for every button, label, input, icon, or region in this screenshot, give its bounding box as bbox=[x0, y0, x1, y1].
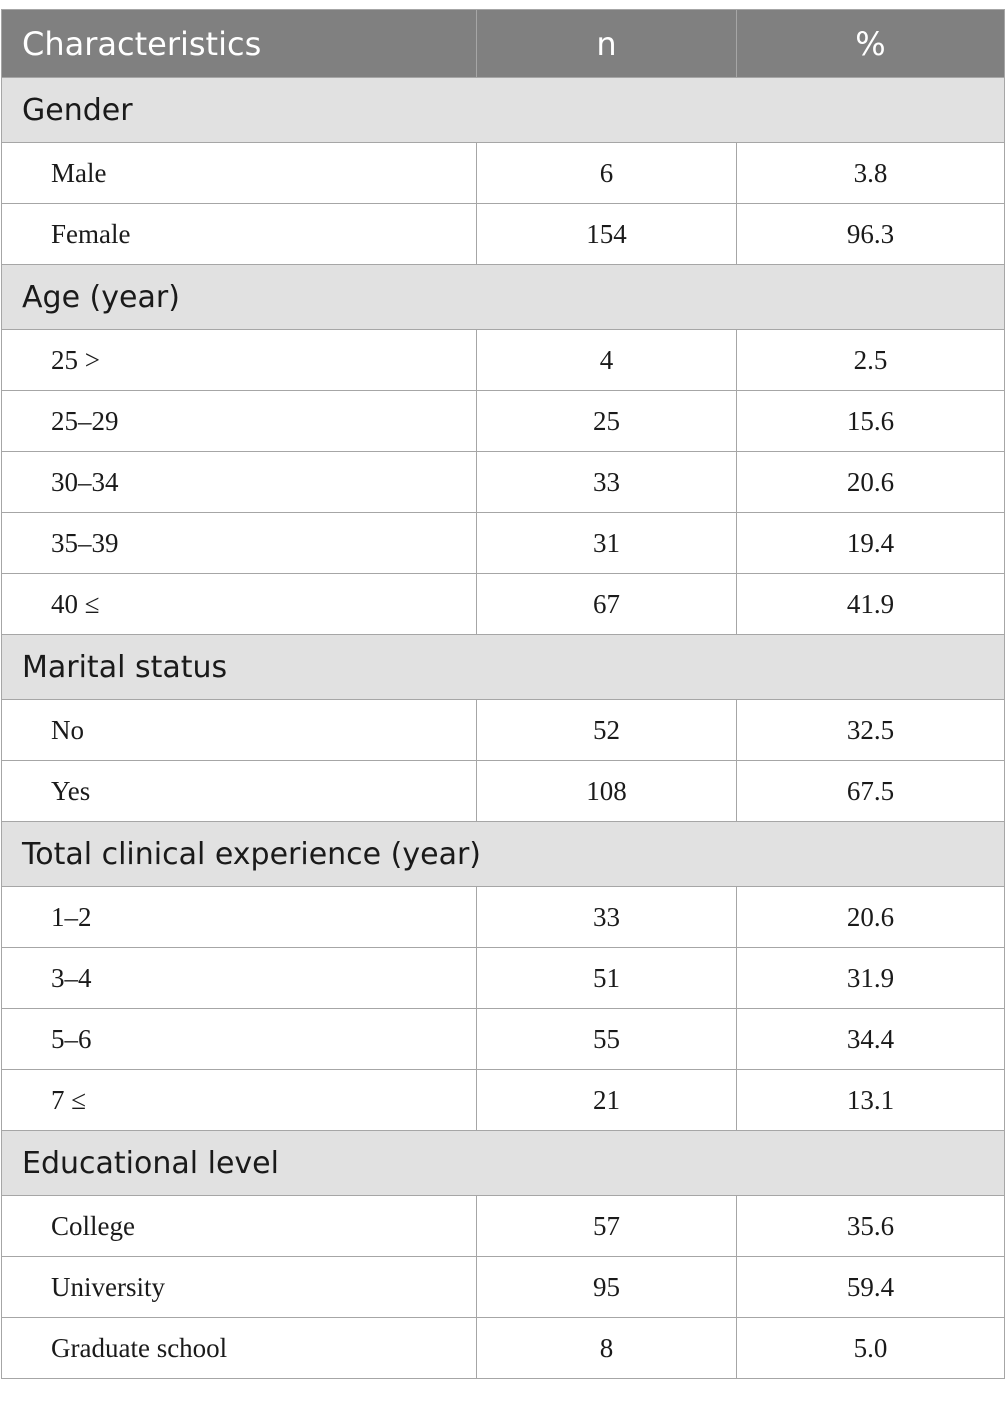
table-row: Female 154 96.3 bbox=[1, 203, 1005, 265]
row-n: 6 bbox=[476, 142, 737, 204]
row-n: 33 bbox=[476, 451, 737, 513]
row-label: 25 > bbox=[1, 329, 477, 391]
row-percent: 20.6 bbox=[736, 451, 1005, 513]
row-label: 7 ≤ bbox=[1, 1069, 477, 1131]
table-header-row: Characteristics n % bbox=[1, 9, 1005, 78]
section-row: Educational level bbox=[1, 1130, 1005, 1196]
section-row: Age (year) bbox=[1, 264, 1005, 330]
row-label: No bbox=[1, 699, 477, 761]
row-label: University bbox=[1, 1256, 477, 1318]
section-row: Marital status bbox=[1, 634, 1005, 700]
header-characteristics: Characteristics bbox=[1, 9, 477, 78]
row-label: 3–4 bbox=[1, 947, 477, 1009]
row-label: 35–39 bbox=[1, 512, 477, 574]
section-title: Gender bbox=[1, 77, 1005, 143]
row-n: 33 bbox=[476, 886, 737, 948]
table-row: 7 ≤21 13.1 bbox=[1, 1069, 1005, 1131]
row-label: Male bbox=[1, 142, 477, 204]
table-row: University 95 59.4 bbox=[1, 1256, 1005, 1318]
table-row: 5–6 55 34.4 bbox=[1, 1008, 1005, 1070]
section-title: Total clinical experience (year) bbox=[1, 821, 1005, 887]
row-label: Yes bbox=[1, 760, 477, 822]
row-label: 25–29 bbox=[1, 390, 477, 452]
row-label: College bbox=[1, 1195, 477, 1257]
row-percent: 13.1 bbox=[736, 1069, 1005, 1131]
table-row: 1–2 33 20.6 bbox=[1, 886, 1005, 948]
characteristics-table: Characteristics n % Gender Male 6 3.8 Female… bbox=[1, 9, 1005, 1379]
header-percent: % bbox=[736, 9, 1005, 78]
table-row: No 52 32.5 bbox=[1, 699, 1005, 761]
row-percent: 19.4 bbox=[736, 512, 1005, 574]
row-label: Female bbox=[1, 203, 477, 265]
row-percent: 2.5 bbox=[736, 329, 1005, 391]
row-percent: 5.0 bbox=[736, 1317, 1005, 1379]
section-title: Age (year) bbox=[1, 264, 1005, 330]
row-percent: 3.8 bbox=[736, 142, 1005, 204]
table-row: Yes 108 67.5 bbox=[1, 760, 1005, 822]
row-n: 67 bbox=[476, 573, 737, 635]
row-percent: 20.6 bbox=[736, 886, 1005, 948]
row-n: 108 bbox=[476, 760, 737, 822]
row-n: 4 bbox=[476, 329, 737, 391]
table-row: 25–29 25 15.6 bbox=[1, 390, 1005, 452]
row-percent: 34.4 bbox=[736, 1008, 1005, 1070]
row-label: Graduate school bbox=[1, 1317, 477, 1379]
row-percent: 67.5 bbox=[736, 760, 1005, 822]
row-n: 154 bbox=[476, 203, 737, 265]
row-percent: 32.5 bbox=[736, 699, 1005, 761]
section-row: Total clinical experience (year) bbox=[1, 821, 1005, 887]
row-n: 31 bbox=[476, 512, 737, 574]
row-percent: 96.3 bbox=[736, 203, 1005, 265]
row-percent: 15.6 bbox=[736, 390, 1005, 452]
table-row: College 57 35.6 bbox=[1, 1195, 1005, 1257]
row-percent: 35.6 bbox=[736, 1195, 1005, 1257]
table-body: Gender Male 6 3.8 Female 154 96.3 Age (year) 25 … bbox=[1, 77, 1005, 1379]
row-n: 25 bbox=[476, 390, 737, 452]
table-row: 30–34 33 20.6 bbox=[1, 451, 1005, 513]
table-row: 40 ≤67 41.9 bbox=[1, 573, 1005, 635]
row-n: 8 bbox=[476, 1317, 737, 1379]
row-label: 40 ≤ bbox=[1, 573, 477, 635]
section-title: Marital status bbox=[1, 634, 1005, 700]
table-row: 35–39 31 19.4 bbox=[1, 512, 1005, 574]
table-row: 25 >4 2.5 bbox=[1, 329, 1005, 391]
row-percent: 59.4 bbox=[736, 1256, 1005, 1318]
row-n: 55 bbox=[476, 1008, 737, 1070]
table-row: Graduate school 8 5.0 bbox=[1, 1317, 1005, 1379]
row-label: 30–34 bbox=[1, 451, 477, 513]
table-row: 3–4 51 31.9 bbox=[1, 947, 1005, 1009]
row-percent: 31.9 bbox=[736, 947, 1005, 1009]
row-n: 21 bbox=[476, 1069, 737, 1131]
row-n: 57 bbox=[476, 1195, 737, 1257]
row-n: 52 bbox=[476, 699, 737, 761]
section-row: Gender bbox=[1, 77, 1005, 143]
row-n: 51 bbox=[476, 947, 737, 1009]
header-n: n bbox=[476, 9, 737, 78]
row-n: 95 bbox=[476, 1256, 737, 1318]
row-label: 5–6 bbox=[1, 1008, 477, 1070]
row-percent: 41.9 bbox=[736, 573, 1005, 635]
row-label: 1–2 bbox=[1, 886, 477, 948]
table-row: Male 6 3.8 bbox=[1, 142, 1005, 204]
section-title: Educational level bbox=[1, 1130, 1005, 1196]
